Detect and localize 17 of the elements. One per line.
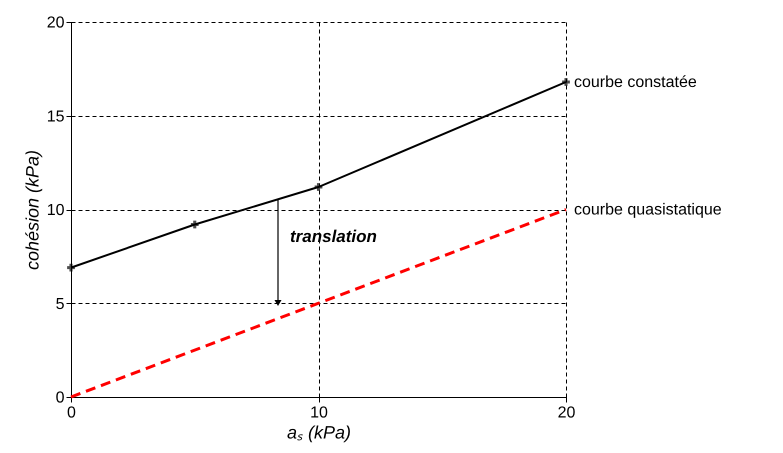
x-tick-label: 10 xyxy=(310,404,328,422)
point xyxy=(562,78,570,86)
x-tick-label: 0 xyxy=(67,404,76,422)
y-tick-label: 10 xyxy=(46,202,65,219)
x-axis-title: aₛ (kPa) xyxy=(286,422,352,442)
y-tick-label: 20 xyxy=(46,14,65,32)
point xyxy=(314,183,322,191)
y-tick-label: 15 xyxy=(46,108,65,126)
point xyxy=(190,220,199,228)
series-label: courbe quasistatique xyxy=(574,202,722,218)
y-tick-label: 5 xyxy=(56,296,65,313)
annotation: translation xyxy=(290,227,377,246)
point xyxy=(67,264,75,272)
series-label: courbe constatée xyxy=(574,74,697,91)
y-axis-title: cohésion (kPa) xyxy=(22,150,43,270)
x-tick-label: 20 xyxy=(558,404,576,422)
y-tick-label: 0 xyxy=(56,390,65,406)
